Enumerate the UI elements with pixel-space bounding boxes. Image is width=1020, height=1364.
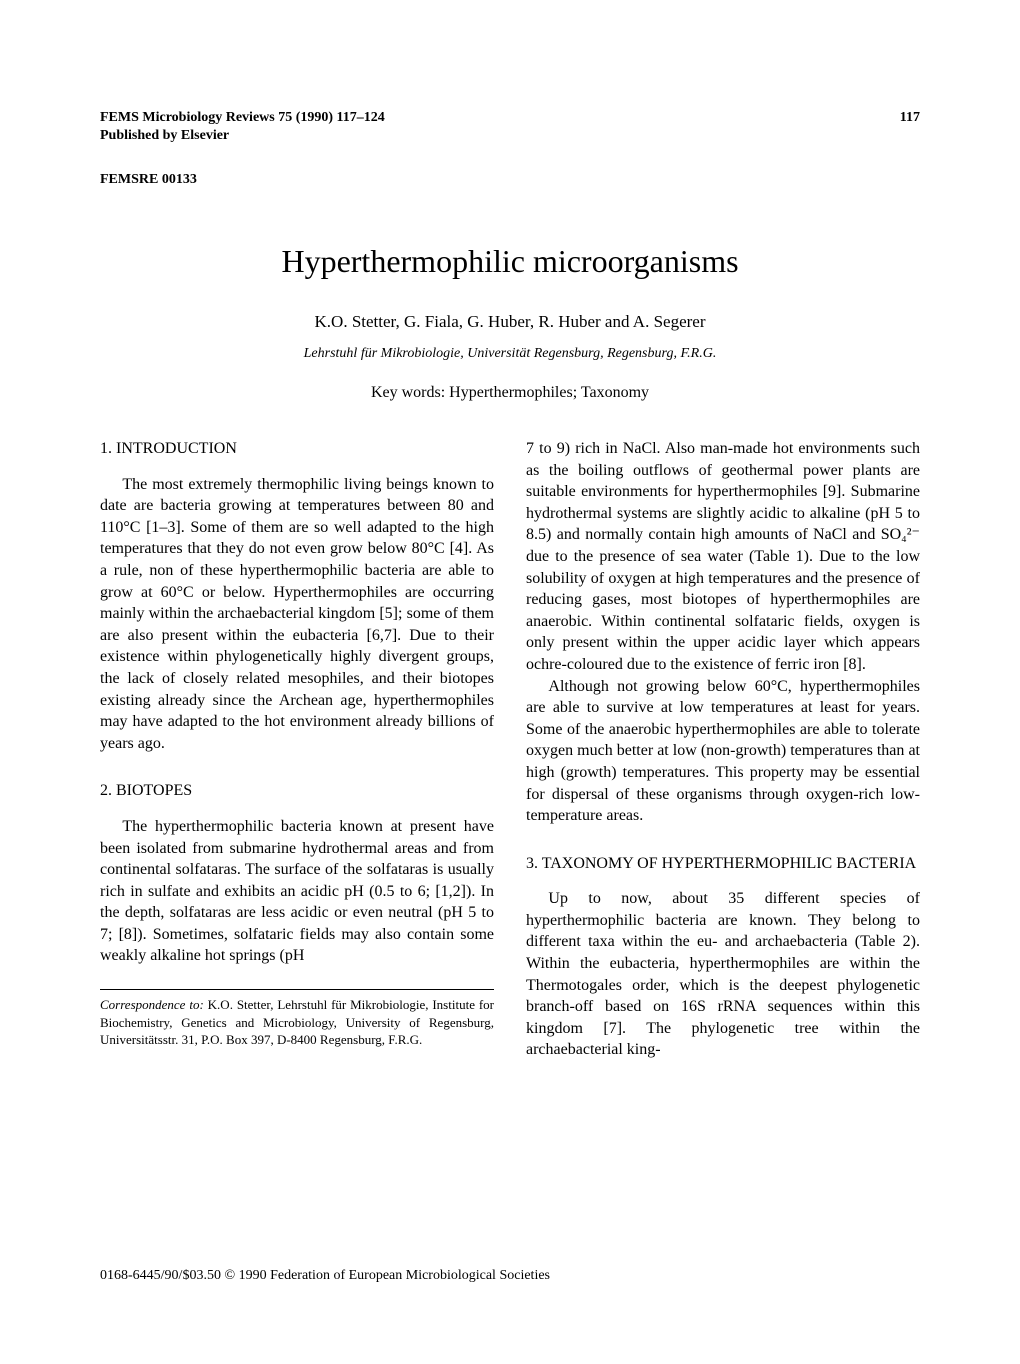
article-id: FEMSRE 00133 — [100, 172, 920, 188]
body-columns: 1. INTRODUCTION The most extremely therm… — [100, 438, 920, 1061]
section-heading-biotopes: 2. BIOTOPES — [100, 780, 494, 802]
taxonomy-paragraph: Up to now, about 35 different species of… — [526, 888, 920, 1061]
keywords: Key words: Hyperthermophiles; Taxonomy — [100, 384, 920, 402]
correspondence-label: Correspondence to: — [100, 997, 204, 1012]
copyright-line: 0168-6445/90/$03.50 © 1990 Federation of… — [100, 1268, 550, 1284]
journal-header: FEMS Microbiology Reviews 75 (1990) 117–… — [100, 110, 920, 126]
page-number: 117 — [900, 110, 920, 126]
biotopes-paragraph: The hyperthermophilic bacteria known at … — [100, 816, 494, 967]
affiliation: Lehrstuhl für Mikrobiologie, Universität… — [100, 346, 920, 362]
publisher-line: Published by Elsevier — [100, 128, 920, 144]
article-title: Hyperthermophilic microorganisms — [100, 243, 920, 280]
authors: K.O. Stetter, G. Fiala, G. Huber, R. Hub… — [100, 312, 920, 332]
col2-continuation: 7 to 9) rich in NaCl. Also man-made hot … — [526, 438, 920, 676]
journal-citation: FEMS Microbiology Reviews 75 (1990) 117–… — [100, 110, 385, 126]
col2-paragraph-2: Although not growing below 60°C, hyperth… — [526, 676, 920, 827]
section-heading-taxonomy: 3. TAXONOMY OF HYPERTHERMOPHILIC BACTERI… — [526, 853, 920, 875]
section-heading-introduction: 1. INTRODUCTION — [100, 438, 494, 460]
intro-paragraph: The most extremely thermophilic living b… — [100, 474, 494, 755]
correspondence-footnote: Correspondence to: K.O. Stetter, Lehrstu… — [100, 989, 494, 1049]
